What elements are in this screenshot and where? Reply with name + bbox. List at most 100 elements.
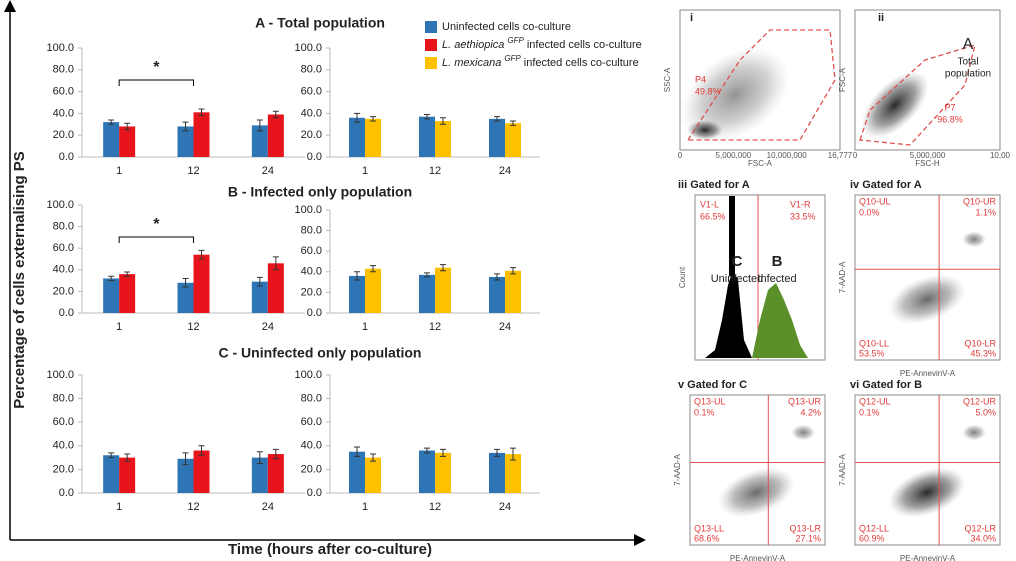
- quadrant-label: 34.0%: [970, 533, 996, 543]
- quadrant-label: 27.1%: [795, 533, 821, 543]
- y-tick-label: 100.0: [294, 204, 322, 216]
- bar: [267, 263, 284, 313]
- legend-label: L. aethiopica GFP infected cells co-cultur…: [442, 36, 642, 51]
- plot-y-axis: Count: [678, 266, 687, 288]
- gate-text: 49.8%: [695, 86, 721, 96]
- y-tick-label: 0.0: [59, 487, 74, 499]
- legend-swatch: [425, 39, 437, 51]
- y-tick-label: 80.0: [301, 64, 322, 76]
- quadrant-label: Q12-UL: [859, 396, 891, 406]
- bar: [177, 282, 194, 313]
- plot-text: C: [732, 253, 743, 270]
- plot-text: Uninfected: [711, 273, 764, 285]
- error-bar: [124, 271, 131, 277]
- y-tick-label: 80.0: [53, 64, 74, 76]
- chart-title: C - Uninfected only population: [219, 345, 422, 361]
- x-tick-label: 1: [362, 165, 368, 177]
- x-tick-label: 12: [429, 165, 441, 177]
- histogram: [729, 196, 735, 276]
- y-tick-label: 80.0: [53, 221, 74, 233]
- plot-y-axis: 7-AAD-A: [838, 261, 847, 293]
- error-bar: [124, 122, 131, 131]
- bar: [349, 451, 365, 493]
- quadrant-label: Q13-UL: [694, 396, 726, 406]
- quadrant-label: Q12-LL: [859, 523, 889, 533]
- x-tick-label: 24: [499, 321, 511, 333]
- bar: [505, 270, 521, 313]
- x-tick-label: 12: [429, 501, 441, 513]
- error-bar: [510, 267, 516, 275]
- x-tick-label: 12: [429, 321, 441, 333]
- bar: [193, 254, 210, 313]
- cloud: [888, 467, 966, 518]
- error-bar: [440, 448, 446, 457]
- error-bar: [354, 112, 360, 123]
- x-tick-label: 1: [116, 501, 122, 513]
- quadrant-label: Q12-LR: [964, 523, 996, 533]
- y-tick-label: 100.0: [46, 42, 74, 54]
- y-tick-label: 20.0: [301, 129, 322, 141]
- bar: [489, 276, 505, 313]
- bar: [365, 118, 381, 157]
- bar: [177, 458, 194, 493]
- panel-label: iv Gated for A: [850, 179, 922, 191]
- bar: [251, 457, 268, 493]
- quadrant-label: Q10-LR: [964, 338, 996, 348]
- bar: [267, 454, 284, 493]
- panel-label: vi Gated for B: [850, 379, 922, 391]
- y-tick-label: 60.0: [53, 416, 74, 428]
- y-tick-label: 60.0: [301, 245, 322, 257]
- quadrant-label: Q13-LL: [694, 523, 724, 533]
- bar: [251, 281, 268, 313]
- panel-label: ii: [878, 12, 884, 24]
- error-bar: [440, 117, 446, 125]
- y-tick-label: 60.0: [301, 86, 322, 98]
- y-tick-label: 80.0: [53, 393, 74, 405]
- bar: [251, 125, 268, 157]
- y-tick-label: 80.0: [301, 225, 322, 237]
- cloud: [962, 424, 987, 441]
- error-bar: [198, 249, 205, 260]
- quadrant-label: Q12-UR: [963, 396, 997, 406]
- error-bar: [494, 116, 500, 122]
- quadrant-label: 5.0%: [975, 407, 996, 417]
- annotation: *: [153, 216, 160, 233]
- cloud: [717, 467, 795, 518]
- error-bar: [440, 264, 446, 272]
- error-bar: [182, 121, 189, 132]
- x-tick-label: 24: [499, 501, 511, 513]
- cloud: [680, 47, 790, 143]
- y-tick-label: 40.0: [301, 266, 322, 278]
- plot-tick: 10,000,000: [767, 151, 808, 160]
- y-tick-label: 40.0: [301, 107, 322, 119]
- error-bar: [424, 447, 430, 454]
- bar: [419, 450, 435, 493]
- bar: [349, 117, 365, 157]
- error-bar: [182, 452, 189, 466]
- legend-swatch: [425, 57, 437, 69]
- plot-tick: 5,000,000: [716, 151, 752, 160]
- error-bar: [256, 451, 263, 464]
- plot-y-axis: 7-AAD-A: [673, 454, 682, 486]
- error-bar: [108, 119, 115, 125]
- plot-x-axis: PE-AnnevinV-A: [730, 554, 786, 561]
- error-bar: [198, 445, 205, 456]
- gate-text: A: [963, 36, 974, 53]
- error-bar: [510, 447, 516, 461]
- plot-tick: 10,00: [990, 151, 1011, 160]
- quadrant-label: Q10-LL: [859, 338, 889, 348]
- y-tick-label: 0.0: [307, 487, 322, 499]
- y-label: Percentage of cells externalising PS: [11, 151, 28, 409]
- plot-y-axis: 7-AAD-A: [838, 454, 847, 486]
- chart-title: B - Infected only population: [228, 184, 412, 200]
- y-tick-label: 20.0: [53, 285, 74, 297]
- y-tick-label: 0.0: [59, 151, 74, 163]
- y-tick-label: 20.0: [301, 286, 322, 298]
- bar: [419, 274, 435, 313]
- y-tick-label: 0.0: [307, 307, 322, 319]
- error-bar: [182, 277, 189, 288]
- bar: [103, 122, 120, 157]
- cloud: [861, 71, 929, 139]
- histogram: [752, 283, 808, 358]
